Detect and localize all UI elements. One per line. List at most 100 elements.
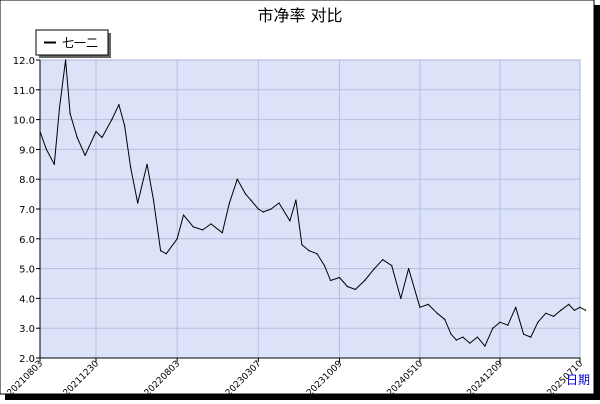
line-segment [492, 321, 501, 329]
data-point [76, 136, 78, 139]
data-point [53, 163, 55, 165]
data-point [130, 166, 132, 168]
data-point [316, 253, 318, 255]
data-point [65, 59, 67, 61]
line-segment [400, 268, 410, 299]
data-point [462, 336, 464, 338]
line-segment [484, 327, 494, 347]
data-point [523, 333, 525, 335]
line-segment [450, 333, 457, 341]
line-segment [408, 268, 421, 308]
y-tick-label: 9.0 [19, 145, 35, 156]
data-point [160, 250, 162, 252]
data-point [146, 163, 148, 165]
line-segment [391, 265, 402, 299]
y-tick-label: 10.0 [13, 116, 35, 127]
data-point [427, 303, 429, 305]
line-segment [545, 312, 555, 317]
line-segment [289, 199, 297, 222]
data-point [537, 321, 539, 323]
line-segment [462, 336, 471, 344]
data-point [221, 232, 223, 234]
data-point [391, 265, 393, 267]
line-segment [245, 193, 252, 201]
line-segment [573, 306, 581, 311]
line-segment [373, 259, 384, 270]
data-point [182, 214, 185, 216]
line-segment [469, 336, 478, 344]
data-point [228, 202, 230, 204]
line-segment [183, 214, 194, 228]
data-point [202, 229, 204, 231]
data-point [39, 130, 41, 133]
data-point [323, 265, 326, 267]
line-segment [295, 199, 303, 246]
line-segment [153, 199, 162, 252]
line-segment [257, 208, 264, 213]
line-segment [301, 244, 310, 252]
data-point [436, 312, 438, 314]
data-point [245, 193, 247, 195]
line-segment [84, 131, 97, 156]
line-segment [250, 199, 259, 210]
data-point [278, 202, 280, 204]
line-segment [364, 268, 375, 281]
data-point [499, 321, 501, 323]
data-point [579, 306, 581, 308]
data-point [84, 154, 86, 156]
data-point [382, 259, 384, 261]
data-point [507, 324, 509, 326]
data-point [530, 336, 532, 338]
data-point [354, 288, 356, 291]
line-segment [124, 125, 132, 168]
data-point [515, 306, 517, 308]
line-segment [160, 250, 167, 255]
y-tick-label: 6.0 [19, 235, 35, 246]
line-segment [210, 223, 223, 234]
y-tick-label: 4.0 [19, 294, 35, 305]
series-line [39, 59, 587, 347]
data-point [262, 211, 264, 213]
line-segment [95, 131, 103, 138]
line-segment [39, 131, 47, 150]
data-point [444, 318, 446, 320]
line-segment [560, 303, 570, 311]
line-segment [69, 113, 78, 138]
chart-title: 市净率 对比 [257, 6, 342, 25]
data-point [111, 119, 113, 121]
data-point [295, 199, 297, 201]
data-point [545, 312, 547, 314]
line-segment [202, 223, 212, 231]
data-point [492, 327, 494, 329]
data-point [69, 113, 71, 115]
line-segment [579, 306, 587, 311]
line-segment [499, 321, 509, 326]
data-point [568, 303, 570, 305]
data-point [553, 315, 555, 317]
data-point [301, 244, 303, 246]
line-segment [537, 312, 547, 323]
line-segment [65, 59, 71, 115]
line-segment [270, 202, 280, 210]
series-layer [39, 59, 587, 347]
data-point [364, 279, 366, 282]
y-tick-label: 2.0 [19, 354, 35, 365]
data-point [484, 345, 486, 347]
data-point [408, 268, 410, 270]
y-tick-label: 12.0 [13, 56, 35, 67]
line-segment [221, 202, 230, 234]
data-point [338, 276, 341, 279]
line-segment [278, 202, 291, 222]
line-segment [515, 306, 525, 335]
line-segment [568, 303, 575, 311]
y-tick-label: 11.0 [13, 86, 35, 97]
line-segment [146, 163, 154, 201]
data-point [585, 309, 587, 311]
data-point [176, 238, 178, 240]
y-tick-label: 7.0 [19, 205, 35, 216]
y-tick-label: 3.0 [19, 324, 35, 335]
line-segment [324, 265, 331, 281]
data-point [455, 339, 457, 341]
line-segment [316, 253, 325, 267]
data-point [346, 285, 348, 288]
